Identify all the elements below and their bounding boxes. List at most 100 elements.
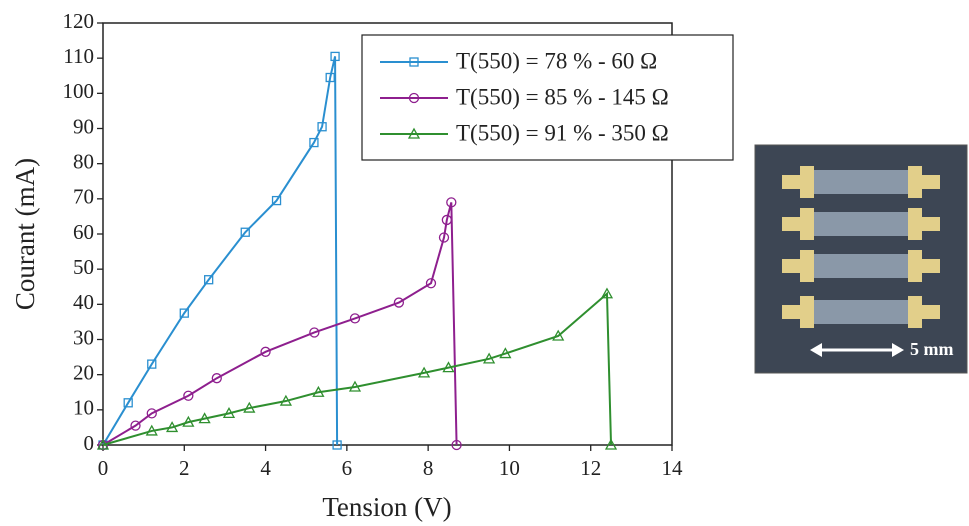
marker [552, 329, 565, 341]
y-tick-label: 50 [73, 255, 94, 279]
pad [800, 166, 814, 198]
marker [130, 420, 141, 431]
y-tick-label: 80 [73, 149, 94, 173]
marker [309, 137, 319, 148]
marker [600, 287, 614, 299]
y-tick-label: 40 [73, 290, 94, 314]
marker [499, 347, 512, 359]
strip [812, 170, 912, 194]
pad [920, 175, 940, 189]
x-tick-label: 8 [423, 456, 434, 480]
pad [908, 250, 922, 282]
marker [451, 439, 462, 451]
x-tick-label: 6 [342, 456, 353, 480]
pad [908, 166, 922, 198]
marker [332, 440, 342, 450]
legend-marker [409, 57, 419, 67]
y-tick-label: 10 [73, 396, 94, 420]
y-tick-label: 70 [73, 185, 94, 209]
y-tick-label: 0 [84, 431, 95, 455]
x-tick-label: 12 [580, 456, 601, 480]
legend: T(550) = 78 % - 60 Ω T(550) = 85 % - 145 … [361, 34, 734, 161]
marker [348, 380, 362, 392]
pad [920, 217, 940, 231]
y-axis-label: Courant (mA) [10, 158, 40, 310]
marker [349, 313, 361, 324]
marker [317, 122, 327, 132]
marker [417, 366, 431, 378]
inset-photo: 5 mm [754, 144, 968, 374]
x-tick-label: 0 [98, 456, 109, 480]
pad [800, 296, 814, 328]
marker [425, 278, 437, 289]
strip [812, 254, 912, 278]
marker [183, 390, 194, 401]
x-tick-label: 4 [260, 456, 271, 480]
marker [271, 195, 282, 206]
y-tick-label: 100 [63, 79, 95, 103]
marker [240, 227, 250, 237]
y-tick-label: 30 [73, 325, 94, 349]
pad [800, 208, 814, 240]
marker [325, 72, 335, 83]
marker [145, 424, 158, 436]
series-line [102, 202, 458, 446]
scale-label: 5 mm [910, 339, 954, 359]
x-tick-label: 10 [499, 456, 520, 480]
marker [604, 438, 618, 450]
arrow-head [810, 343, 822, 357]
arrow-head [892, 343, 904, 357]
marker [330, 51, 340, 62]
marker [442, 361, 455, 373]
y-tick-label: 60 [73, 220, 94, 244]
marker [179, 308, 189, 318]
marker [96, 438, 110, 450]
marker [165, 421, 179, 433]
marker [146, 408, 157, 419]
marker [483, 352, 496, 364]
marker [438, 232, 450, 243]
marker [260, 346, 271, 357]
legend-marker [407, 127, 421, 139]
marker [182, 415, 195, 427]
samples [782, 166, 940, 328]
legend-label: T(550) = 91 % - 350 Ω [456, 120, 669, 145]
pad [782, 259, 802, 273]
series-line [102, 291, 613, 446]
pad [920, 259, 940, 273]
x-axis-label: Tension (V) [322, 492, 451, 522]
pad [920, 305, 940, 319]
pad [782, 305, 802, 319]
pad [800, 250, 814, 282]
marker [446, 197, 457, 208]
y-tick-label: 110 [63, 44, 94, 68]
marker [222, 407, 236, 419]
marker [204, 275, 214, 285]
strip [812, 300, 912, 324]
marker [393, 297, 405, 308]
marker [243, 401, 256, 413]
marker [279, 394, 292, 406]
marker [147, 359, 157, 369]
marker [211, 373, 222, 384]
pad [908, 208, 922, 240]
legend-label: T(550) = 85 % - 145 Ω [456, 84, 669, 109]
x-tick-label: 2 [179, 456, 190, 480]
pad [782, 175, 802, 189]
y-tick-label: 20 [73, 360, 94, 384]
pad [908, 296, 922, 328]
strip [812, 212, 912, 236]
y-tick-label: 120 [63, 9, 95, 33]
marker [309, 327, 320, 338]
x-tick-label: 14 [662, 456, 684, 480]
marker [312, 385, 325, 397]
marker [441, 214, 452, 226]
y-tick-label: 90 [73, 114, 94, 138]
series-line [102, 56, 339, 446]
legend-marker [408, 92, 420, 104]
legend-label: T(550) = 78 % - 60 Ω [456, 48, 657, 73]
marker [198, 412, 211, 424]
marker [123, 398, 133, 408]
pad [782, 217, 802, 231]
